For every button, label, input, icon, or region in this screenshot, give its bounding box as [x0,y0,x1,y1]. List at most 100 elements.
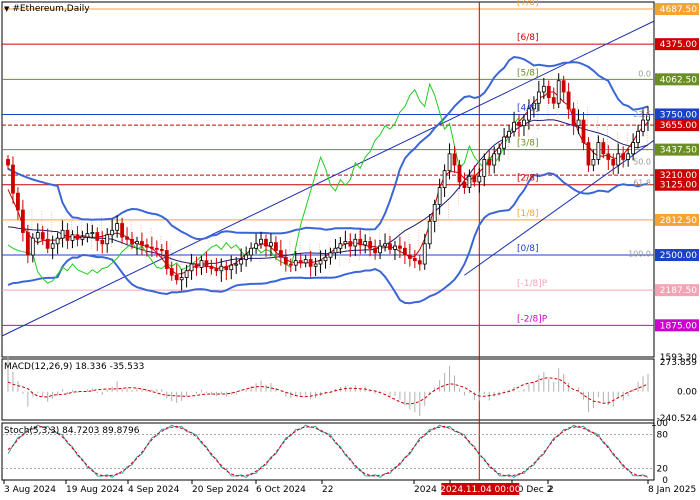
price-level-badge-text: 3750.00 [660,110,697,120]
main-frame [1,1,655,358]
candle-body [154,247,159,250]
candle-body [581,119,586,143]
price-level-badge [655,213,699,226]
macd-label: MACD(12,26,9) 18.336 -35.533 [4,362,145,372]
candle-body [264,238,268,247]
dropdown-triangle-icon[interactable]: ▼ [4,5,10,13]
candle-body [646,114,650,121]
candle-body [65,229,70,241]
candle-body [130,238,134,245]
candle-body [462,181,467,188]
candle-body [16,192,20,211]
date-axis-label: 19 Aug 2024 [66,485,124,495]
candle-body [140,241,144,246]
candle-body [30,237,35,256]
candle-body [219,265,224,272]
murrey-label: [2/8] [517,174,539,184]
candle-body [551,97,556,104]
price-level-badge [655,3,699,16]
candle-body [487,159,492,166]
candle-body [269,242,273,247]
candle-body [283,256,288,265]
date-axis-label: 10 Dec 2 [512,485,552,495]
candle-body [179,277,184,281]
candle-body [412,258,417,262]
candle-body [318,260,323,265]
candle-body [135,241,139,245]
candle-body [214,268,219,272]
price-level-badge-text: 3125.00 [660,181,697,191]
stoch-axis-tick: 80 [657,430,669,440]
candle-body [373,247,378,254]
candle-body [189,263,194,272]
murrey-label: [1/8] [517,209,539,219]
candle-body [353,238,358,247]
bollinger-middle-line [7,119,649,265]
candle-body [507,130,511,138]
bollinger-upper-line [7,55,649,241]
fast-ma-line [7,91,649,275]
candle-body [472,175,477,183]
candle-body [348,241,353,247]
candle-body [502,136,507,149]
price-axis-tick: 1593.30 [660,353,697,363]
candle-body [492,153,497,166]
price-level-badge-text: 3437.50 [660,146,697,156]
date-axis-label: 6 Oct 2024 [256,485,306,495]
murrey-label: [7/8] [517,0,539,8]
price-level-badge [655,178,699,191]
candle-body [591,159,596,166]
candle-body [120,223,125,238]
candle-body [60,229,65,239]
stoch-axis-tick: 0 [662,476,668,486]
candle-body [497,147,502,155]
candle-body [437,187,442,205]
candle-body [616,153,621,166]
candle-body [293,260,298,266]
fib-label: 100.0 [628,250,651,259]
stoch-axis-tick: 100 [651,419,668,429]
price-level-badge-text: 1875.00 [660,321,697,331]
candle-body [313,263,318,267]
candle-body [621,153,626,160]
candle-body [536,91,541,104]
candle-body [631,142,636,155]
macd-signal-line [7,377,649,405]
candle-body [606,153,611,160]
candle-body [388,243,392,250]
candle-body [512,121,516,132]
price-level-badge [655,284,699,297]
date-axis-label: 2 [548,485,554,495]
candle-body [368,241,373,249]
stoch-axis-tick: 20 [657,465,669,475]
candle-body [626,153,631,160]
date-axis-label: 8 Jan 2025 [648,485,696,495]
murrey-label: [5/8] [517,68,539,78]
candle-body [308,259,313,267]
candle-body [383,243,387,247]
candle-body [254,243,258,249]
candle-body [407,254,412,259]
candle-body [398,245,402,249]
candle-body [467,175,472,188]
candle-body [457,164,462,183]
candle-body [149,246,154,249]
candle-body [90,232,95,235]
chikou-line [7,82,520,284]
candle-body [328,252,333,258]
price-level-badge [655,319,699,332]
murrey-label: [0/8] [517,244,539,254]
macd-axis-tick: 273.859 [660,358,697,368]
price-level-badge [655,143,699,156]
candle-body [333,247,338,254]
candle-body [422,243,427,265]
candle-body [159,249,164,251]
date-axis-label: 4 Sep 2024 [128,485,180,495]
candle-body [229,264,234,271]
candle-body [402,247,407,256]
date-marker-badge [441,483,520,495]
candle-body [427,220,432,245]
bollinger-lower-line [7,172,649,305]
